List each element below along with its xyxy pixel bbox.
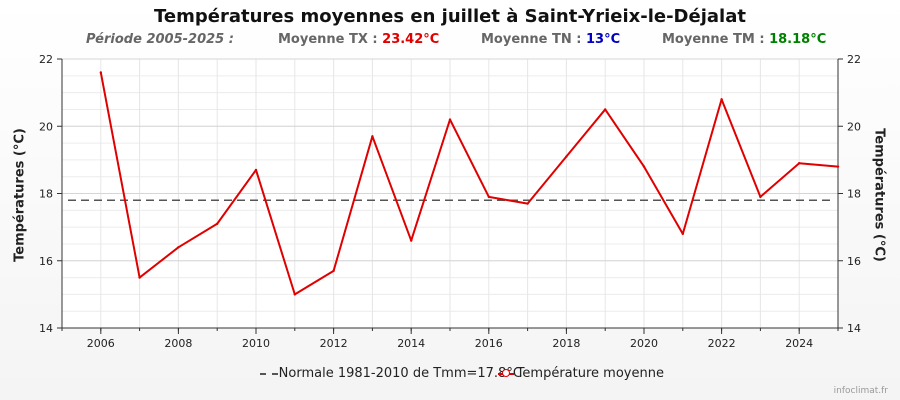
y-tick-label-right: 16 — [847, 255, 861, 268]
data-point — [293, 293, 296, 296]
y-tick-label-right: 22 — [847, 53, 861, 66]
x-tick-label: 2008 — [164, 337, 192, 350]
data-point — [759, 195, 762, 199]
chart-subtitle: Période 2005-2025 : Moyenne TX : 23.42°C… — [0, 32, 900, 48]
x-tick-label: 2022 — [708, 337, 736, 350]
legend-normal-symbol — [260, 373, 278, 375]
average-tm-label: Moyenne TM : — [662, 32, 770, 47]
legend-normal-label: Normale 1981-2010 de Tmm=17.8°C — [258, 366, 522, 381]
y-tick-label-left: 18 — [39, 188, 53, 201]
y-tick-label-right: 18 — [847, 188, 861, 201]
average-tn-value: 13°C — [586, 32, 621, 47]
data-point — [720, 98, 723, 101]
legend-series-label: Température moyenne — [496, 366, 664, 381]
legend-series-marker — [502, 369, 510, 377]
data-point — [798, 162, 801, 165]
average-tx: Moyenne TX : 23.42°C — [278, 32, 439, 47]
data-point — [371, 135, 374, 138]
data-point — [99, 71, 103, 74]
source-credit[interactable]: infoclimat.fr — [833, 386, 888, 396]
x-tick-label: 2010 — [242, 337, 270, 350]
chart-title: Températures moyennes en juillet à Saint… — [154, 6, 746, 27]
y-tick-label-right: 14 — [847, 322, 861, 335]
x-tick-label: 2014 — [397, 337, 425, 350]
legend-series-text: Température moyenne — [516, 366, 664, 381]
average-tx-value: 23.42°C — [382, 32, 440, 47]
data-point — [254, 168, 258, 172]
x-tick-label: 2024 — [785, 337, 813, 350]
x-tick-label: 2006 — [87, 337, 115, 350]
y-tick-label-left: 14 — [39, 322, 53, 335]
y-tick-label-left: 16 — [39, 255, 53, 268]
data-point — [526, 202, 529, 205]
y-tick-label-left: 20 — [39, 120, 53, 133]
data-point — [836, 165, 840, 168]
average-tx-label: Moyenne TX : — [278, 32, 383, 47]
data-point — [448, 118, 452, 121]
average-tn-label: Moyenne TN : — [481, 32, 587, 47]
data-point — [604, 108, 607, 111]
data-point — [487, 195, 490, 199]
data-point — [332, 269, 335, 273]
data-point — [681, 232, 684, 236]
series-line-temperature-moyenne — [99, 72, 839, 296]
y-tick-label-right: 20 — [847, 120, 861, 133]
data-point — [410, 239, 413, 242]
x-tick-label: 2020 — [630, 337, 658, 350]
data-point — [177, 246, 180, 249]
x-tick-label: 2016 — [475, 337, 503, 350]
average-tn: Moyenne TN : 13°C — [481, 32, 620, 47]
data-point — [565, 155, 568, 158]
period-label: Période 2005-2025 : — [86, 32, 234, 47]
x-tick-label: 2012 — [320, 337, 348, 350]
average-tm: Moyenne TM : 18.18°C — [662, 32, 826, 47]
average-tm-value: 18.18°C — [769, 32, 827, 47]
y-tick-label-left: 22 — [39, 53, 53, 66]
legend-normal-text: Normale 1981-2010 de Tmm=17.8°C — [278, 366, 522, 381]
x-tick-label: 2018 — [552, 337, 580, 350]
data-point — [138, 276, 141, 279]
data-point — [216, 222, 219, 225]
data-point — [642, 165, 646, 168]
